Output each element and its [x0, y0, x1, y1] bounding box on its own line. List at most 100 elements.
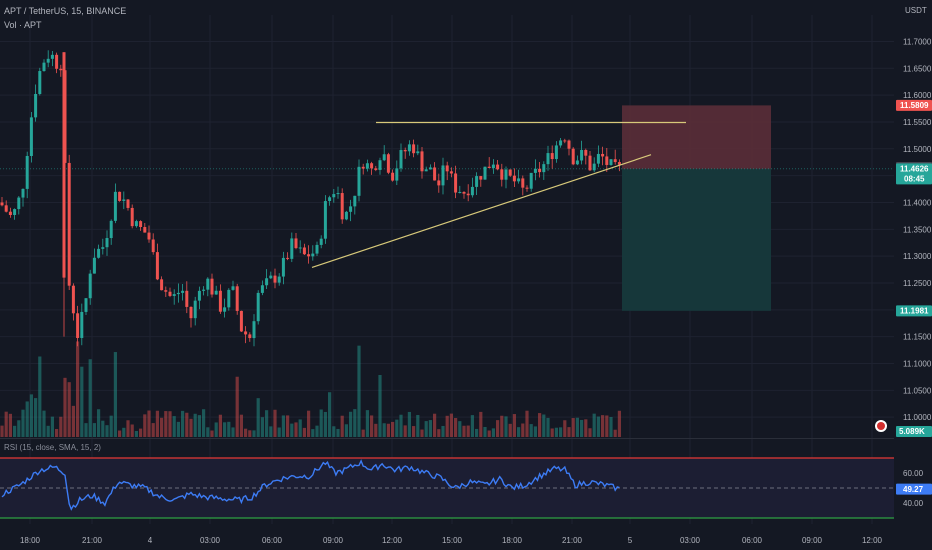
rsi-tick-label: 40.00 — [903, 499, 924, 508]
candle-body — [525, 187, 529, 189]
candle-body — [466, 193, 470, 196]
candle-body — [361, 166, 365, 169]
candle-body — [210, 278, 214, 295]
volume-bar — [17, 420, 21, 437]
candle-body — [122, 199, 126, 201]
time-tick-label: 06:00 — [742, 536, 763, 545]
volume-bar — [399, 414, 403, 437]
candle-body — [428, 167, 432, 170]
volume-bar — [21, 409, 25, 437]
price-tick-label: 11.4000 — [903, 198, 932, 207]
position-zones[interactable] — [0, 105, 894, 311]
candle-body — [357, 166, 361, 196]
candle-body — [38, 71, 42, 95]
drawings[interactable] — [311, 121, 686, 268]
candle-body — [353, 195, 357, 207]
price-tick-label: 11.6500 — [903, 64, 932, 73]
volume-bar — [244, 428, 248, 437]
volume-bar — [80, 366, 84, 437]
candle-body — [424, 169, 428, 172]
volume-value-tag — [896, 426, 932, 437]
volume-bar — [462, 425, 466, 437]
candle-body — [567, 140, 571, 149]
candle-body — [336, 193, 340, 195]
price-tick-label: 11.5000 — [903, 145, 932, 154]
time-tick-label: 21:00 — [562, 536, 583, 545]
volume-bar — [391, 421, 395, 437]
volume-bar — [38, 356, 42, 437]
candle-body — [395, 168, 399, 181]
volume-bar — [265, 410, 269, 437]
volume-bar — [239, 414, 243, 437]
candle-body — [412, 144, 416, 154]
candle-body — [508, 169, 512, 176]
candle-body — [130, 207, 134, 227]
time-tick-label: 06:00 — [262, 536, 283, 545]
candle-body — [265, 278, 269, 286]
volume-bar — [315, 425, 319, 437]
candle-body — [546, 153, 550, 165]
candle-body — [475, 176, 479, 187]
volume-bar — [554, 427, 558, 437]
volume-bar — [302, 427, 306, 437]
volume-bar — [160, 417, 164, 437]
candle-body — [252, 321, 256, 339]
price-axis[interactable]: 11.700011.650011.600011.550011.500011.45… — [875, 37, 932, 508]
volume-bar — [281, 415, 285, 437]
volume-indicator-title[interactable]: Vol · APT — [4, 20, 42, 30]
candle-body — [248, 334, 252, 339]
volume-value: 5.089K — [899, 427, 925, 436]
candle-body — [323, 201, 327, 239]
candle-body — [315, 244, 319, 254]
volume-bar — [55, 429, 59, 437]
candle-body — [239, 310, 243, 332]
volume-bar — [8, 413, 12, 437]
volume-bar — [298, 419, 302, 437]
time-tick-label: 5 — [628, 536, 633, 545]
volume-bar — [487, 430, 491, 437]
candle-body — [181, 290, 185, 293]
volume-bar — [542, 414, 546, 437]
price-label-value: 11.4626 — [900, 164, 929, 173]
rsi-indicator-title[interactable]: RSI (15, close, SMA, 15, 2) — [4, 443, 101, 452]
candle-body — [164, 290, 168, 292]
candle-body — [168, 291, 172, 296]
volume-bar — [613, 429, 617, 437]
candle-body — [214, 290, 218, 295]
candle-body — [458, 191, 462, 193]
candle-body — [71, 285, 75, 314]
volume-bar — [290, 423, 294, 437]
candle-body — [92, 257, 96, 274]
time-tick-label: 09:00 — [802, 536, 823, 545]
volume-bar — [496, 420, 500, 437]
volume-bar — [563, 420, 567, 437]
volume-bar — [344, 424, 348, 437]
candle-body — [118, 191, 122, 201]
time-tick-label: 18:00 — [20, 536, 41, 545]
time-axis[interactable]: 18:00 21:00 4 03:00 06:00 09:00 12:00 15:00 18:0… — [20, 536, 883, 545]
volume-bar — [349, 411, 353, 437]
volume-bar — [319, 409, 323, 437]
volume-bar — [273, 409, 277, 437]
volume-bar — [504, 416, 508, 437]
volume-bar — [67, 382, 71, 437]
volume-bar — [172, 416, 176, 437]
volume-bar — [470, 415, 474, 437]
volume-bar — [311, 429, 315, 437]
currency-label: USDT — [905, 6, 927, 15]
volume-bar — [500, 415, 504, 437]
candle-body — [449, 171, 453, 174]
volume-bar — [449, 413, 453, 437]
volume-bar — [454, 418, 458, 437]
volume-bar — [109, 415, 113, 437]
volume-bar — [416, 414, 420, 437]
candle-body — [84, 298, 88, 312]
candle-body — [269, 275, 273, 279]
candle-body — [0, 202, 4, 206]
rsi-panel — [0, 438, 894, 519]
volume-bar — [323, 411, 327, 437]
volume-bar — [42, 410, 46, 437]
candle-body — [328, 197, 332, 202]
volume-bar — [605, 415, 609, 437]
